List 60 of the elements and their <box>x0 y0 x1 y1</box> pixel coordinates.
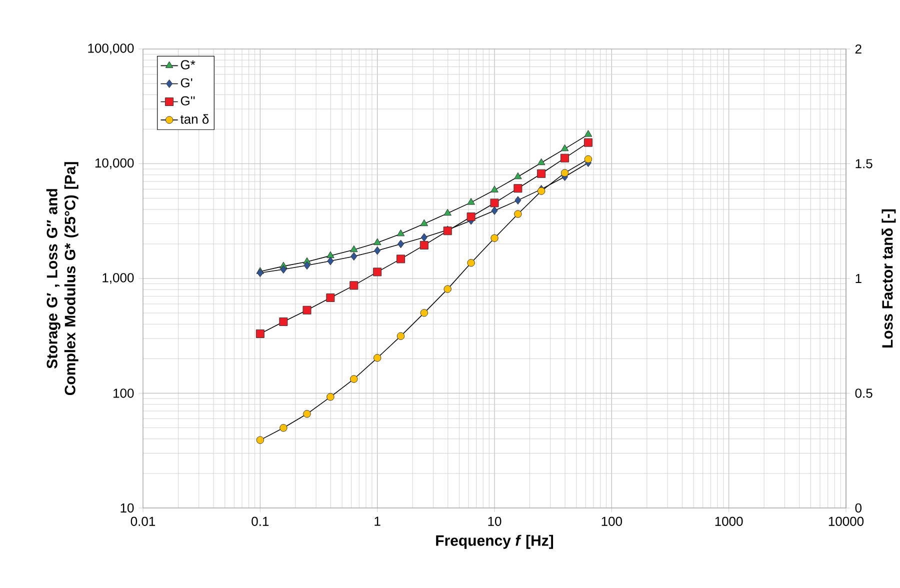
point <box>420 233 428 242</box>
x-tick-label: 0.1 <box>252 516 269 526</box>
x-tick-label: 10000 <box>828 516 864 526</box>
point <box>467 198 475 205</box>
x-tick-label: 0.01 <box>130 516 156 526</box>
point <box>374 246 381 255</box>
x-tick-label: 1000 <box>715 516 743 526</box>
point <box>279 317 288 326</box>
point <box>560 144 569 152</box>
y-tick-label: 10,000 <box>95 158 134 170</box>
legend-label: G* <box>180 60 196 70</box>
legend-label: G'' <box>180 96 195 106</box>
point <box>560 154 570 162</box>
y2-tick-label: 0.5 <box>855 388 872 398</box>
point <box>490 186 498 192</box>
point <box>350 252 358 261</box>
point <box>420 219 428 226</box>
legend-label: tan δ <box>180 114 209 124</box>
point <box>537 169 546 178</box>
x-tick-label: 10 <box>488 516 502 526</box>
point <box>326 251 334 258</box>
y2-axis-title: Loss Factor tanδ [-] <box>882 209 896 348</box>
y-tick-label: 1,000 <box>102 273 134 284</box>
y2-tick-label: 1 <box>856 274 862 283</box>
y2-tick-label: 0 <box>855 503 862 513</box>
x-tick-label: 1 <box>374 516 380 526</box>
point <box>490 198 499 208</box>
point <box>256 268 264 278</box>
point <box>396 229 405 236</box>
point <box>373 268 382 276</box>
point <box>514 184 522 193</box>
point <box>302 306 312 314</box>
point <box>256 329 264 338</box>
point <box>420 240 428 250</box>
y2-tick-label: 1.5 <box>856 159 872 168</box>
point <box>466 212 476 222</box>
point <box>396 254 406 264</box>
y-tick-label: 100,000 <box>88 44 134 54</box>
legend-label: G' <box>180 78 192 88</box>
point <box>514 196 522 205</box>
x-tick-label: 100 <box>602 516 622 526</box>
point <box>327 256 334 266</box>
x-axis-title: Frequency f [Hz] <box>436 534 554 549</box>
y-axis-title: Storage G′ , Loss G″ and Complex Modulus G* (25°C) [Pa] <box>46 162 78 396</box>
y2-tick-label: 2 <box>855 44 862 54</box>
point <box>514 172 522 180</box>
point <box>491 206 498 215</box>
point <box>373 238 382 246</box>
point <box>350 281 358 290</box>
point <box>350 245 358 252</box>
point <box>444 208 452 216</box>
point <box>326 293 335 302</box>
y-tick-label: 10 <box>120 503 134 513</box>
point <box>584 138 592 147</box>
point <box>537 158 546 166</box>
point <box>584 130 592 137</box>
y-tick-label: 100 <box>114 388 134 398</box>
point <box>280 265 287 274</box>
point <box>398 240 404 248</box>
point <box>304 261 310 270</box>
